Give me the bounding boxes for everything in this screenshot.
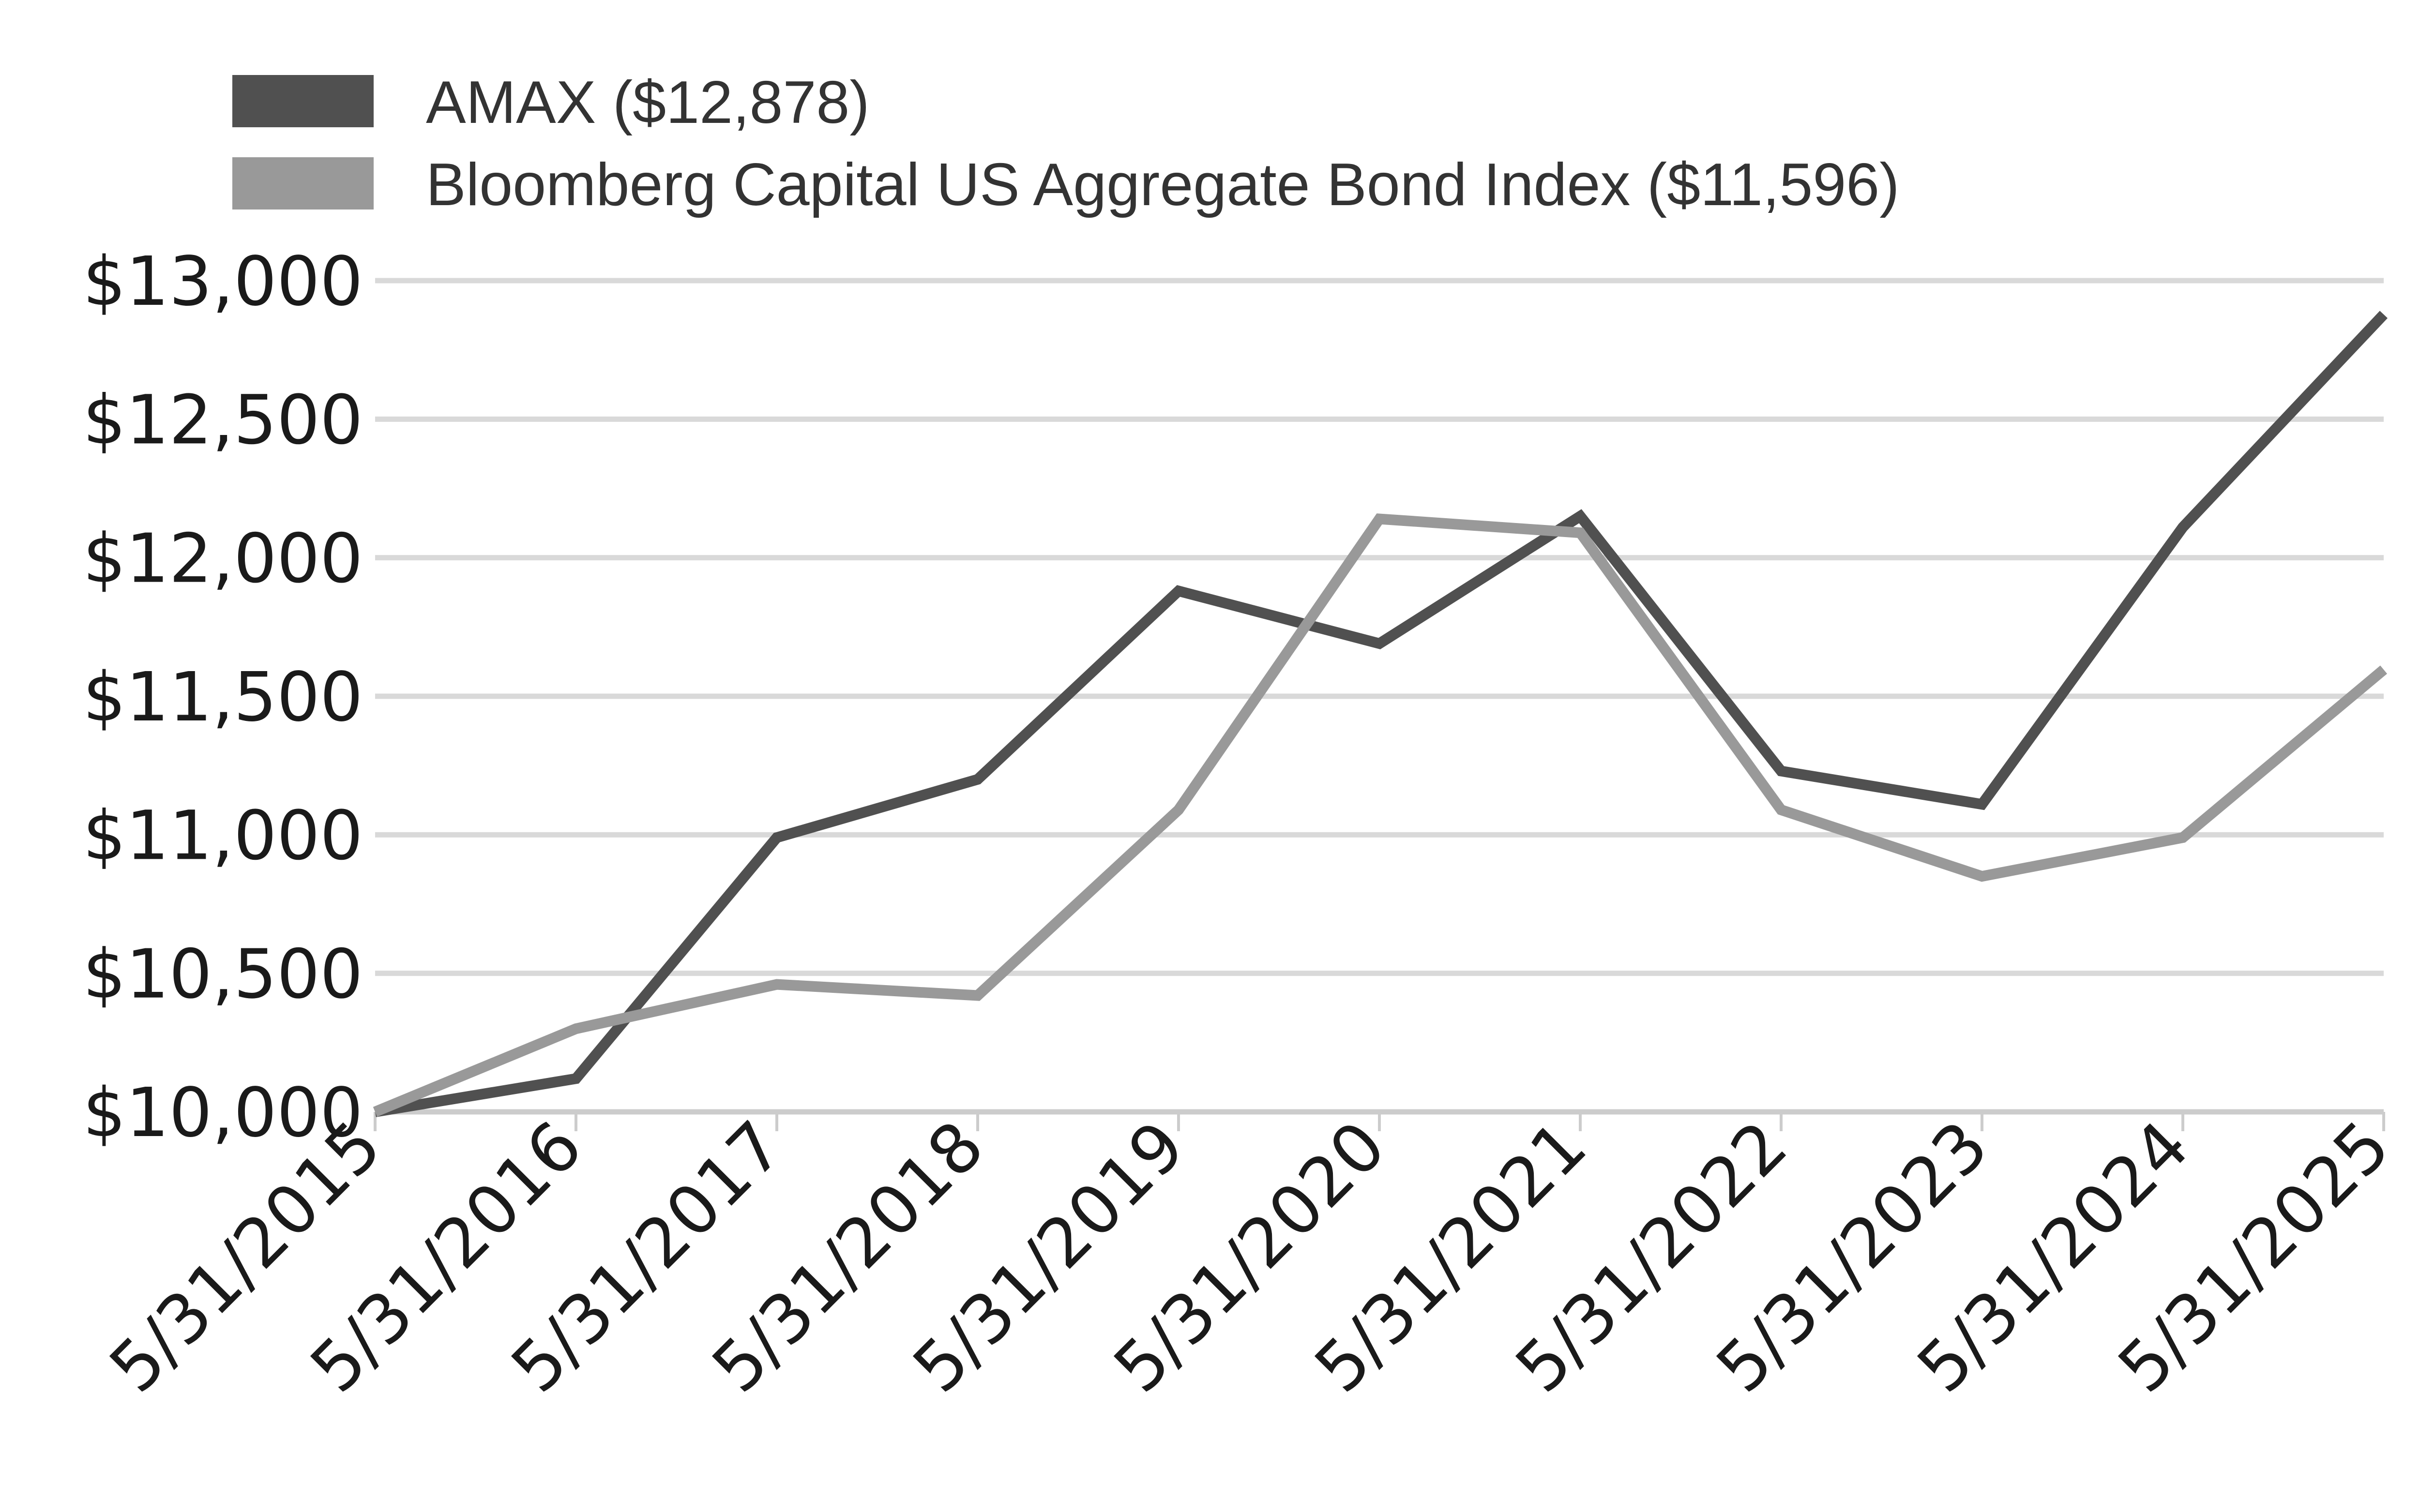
y-tick-label: $12,000 bbox=[83, 520, 363, 599]
y-tick-label: $11,000 bbox=[83, 796, 363, 875]
series-line-1 bbox=[374, 311, 2388, 1117]
legend-swatch bbox=[232, 157, 374, 210]
gridlines bbox=[375, 278, 2384, 1115]
legend-label: Bloomberg Capital US Aggregate Bond Inde… bbox=[426, 151, 1900, 218]
y-tick-label: $11,500 bbox=[83, 658, 363, 737]
x-axis: 5/31/20155/31/20165/31/20175/31/20185/31… bbox=[95, 1107, 2405, 1408]
legend-label: AMAX ($12,878) bbox=[426, 69, 870, 136]
series-line-2 bbox=[373, 513, 2388, 1117]
series-lines bbox=[373, 311, 2388, 1117]
y-axis: $10,000 $10,500 $11,000 $11,500 $12,000 $12,5… bbox=[83, 242, 363, 1153]
y-tick-label: $10,500 bbox=[83, 935, 363, 1014]
y-tick-label: $13,000 bbox=[83, 242, 363, 321]
legend: AMAX ($12,878) Bloomberg Capital US Aggre… bbox=[232, 69, 1900, 218]
y-tick-label: $12,500 bbox=[83, 381, 363, 460]
legend-swatch bbox=[232, 75, 374, 127]
y-tick-label: $10,000 bbox=[83, 1074, 363, 1153]
